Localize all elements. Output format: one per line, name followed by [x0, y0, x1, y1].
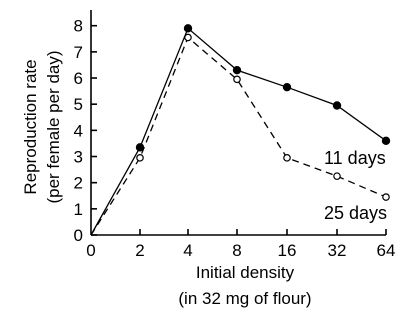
data-point-filled: [183, 24, 193, 33]
axes: [90, 10, 386, 236]
x-tick-label: 2: [135, 241, 144, 260]
ticks: 0 1 2 3 4 5 6 7 8 0 2 4 8 16 32 64: [74, 17, 396, 260]
series-label-25-days: 25 days: [324, 203, 387, 223]
data-point-open: [382, 193, 390, 201]
series-label-11-days: 11 days: [324, 148, 386, 168]
y-tick-label: 8: [74, 17, 83, 36]
y-tick-label: 7: [74, 43, 83, 62]
data-point-filled: [232, 65, 242, 75]
y-tick-label: 6: [74, 69, 83, 88]
y-tick-label: 2: [74, 174, 83, 193]
x-tick-label: 16: [278, 241, 297, 260]
data-point-open: [283, 154, 291, 162]
x-tick-label: 4: [183, 241, 192, 260]
data-point-open: [233, 75, 241, 84]
x-tick-label: 64: [377, 241, 396, 260]
y-tick-label: 0: [74, 226, 83, 245]
x-axis-title-line1: Initial density: [196, 263, 295, 282]
y-axis-title-line1: Reproduction rate: [21, 59, 40, 194]
data-point-filled: [282, 82, 292, 92]
x-axis-title-line2: (in 32 mg of flour): [178, 289, 311, 308]
y-tick-label: 4: [74, 121, 83, 140]
x-tick-label: 0: [86, 241, 95, 260]
x-tick-label: 32: [328, 241, 347, 260]
data-point-open: [333, 172, 341, 180]
y-tick-label: 1: [74, 200, 83, 219]
y-tick-label: 5: [74, 95, 83, 114]
data-point-filled: [381, 136, 391, 146]
x-tick-label: 8: [232, 241, 241, 260]
y-axis-title-line2: (per female per day): [44, 50, 63, 203]
data-point-filled: [332, 101, 342, 110]
series-layer: [90, 24, 391, 236]
labels: Reproduction rate (per female per day) I…: [21, 50, 387, 308]
data-point-open: [136, 154, 144, 162]
data-point-open: [184, 33, 192, 42]
y-tick-label: 3: [74, 148, 83, 167]
